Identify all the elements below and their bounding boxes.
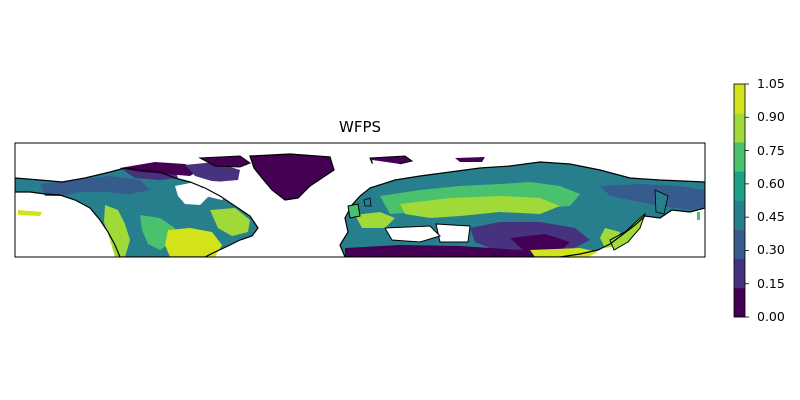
map-title: WFPS xyxy=(338,118,382,136)
north-america-landmass xyxy=(15,162,259,257)
colorbar-tick-label: 0.45 xyxy=(757,209,785,225)
colorbar-segment xyxy=(734,84,745,114)
colorbar-segment xyxy=(734,113,745,143)
greenland-landmass xyxy=(198,153,485,201)
colorbar-tick-label: 0.90 xyxy=(757,109,785,125)
colorbar-tick-label: 0.75 xyxy=(757,142,785,158)
colorbar-segment xyxy=(734,200,745,230)
colorbar-segment xyxy=(734,142,745,172)
colorbar-frame xyxy=(733,83,746,318)
colorbar-tick-label: 0.15 xyxy=(757,275,785,291)
colorbar-segment xyxy=(734,171,745,201)
colorbar-tick-label: 0.00 xyxy=(757,309,785,324)
colorbar-tick-label: 0.30 xyxy=(757,242,785,258)
eurasia-landmass xyxy=(339,160,705,257)
colorbar-tick-label: 0.60 xyxy=(757,175,785,191)
colorbar-segment xyxy=(734,258,745,289)
colorbar-segment xyxy=(734,229,745,260)
colorbar-tick-label: 1.05 xyxy=(757,76,785,91)
colorbar-segment xyxy=(734,287,745,318)
map-frame xyxy=(14,142,706,258)
colorbar xyxy=(733,83,749,318)
